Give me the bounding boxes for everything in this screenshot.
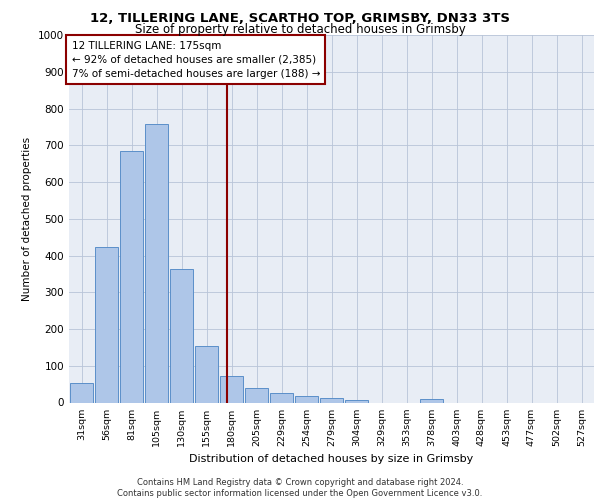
Bar — [345, 400, 368, 402]
Bar — [145, 124, 168, 402]
X-axis label: Distribution of detached houses by size in Grimsby: Distribution of detached houses by size … — [190, 454, 473, 464]
Bar — [220, 376, 243, 402]
Y-axis label: Number of detached properties: Number of detached properties — [22, 136, 32, 301]
Bar — [95, 247, 118, 402]
Text: 12, TILLERING LANE, SCARTHO TOP, GRIMSBY, DN33 3TS: 12, TILLERING LANE, SCARTHO TOP, GRIMSBY… — [90, 12, 510, 24]
Text: Contains HM Land Registry data © Crown copyright and database right 2024.
Contai: Contains HM Land Registry data © Crown c… — [118, 478, 482, 498]
Text: 12 TILLERING LANE: 175sqm
← 92% of detached houses are smaller (2,385)
7% of sem: 12 TILLERING LANE: 175sqm ← 92% of detac… — [71, 40, 320, 78]
Bar — [170, 270, 193, 402]
Bar — [270, 392, 293, 402]
Bar — [245, 388, 268, 402]
Bar — [420, 399, 443, 402]
Bar — [70, 384, 93, 402]
Bar — [320, 398, 343, 402]
Bar — [120, 151, 143, 403]
Bar — [195, 346, 218, 403]
Bar — [295, 396, 318, 402]
Text: Size of property relative to detached houses in Grimsby: Size of property relative to detached ho… — [134, 22, 466, 36]
